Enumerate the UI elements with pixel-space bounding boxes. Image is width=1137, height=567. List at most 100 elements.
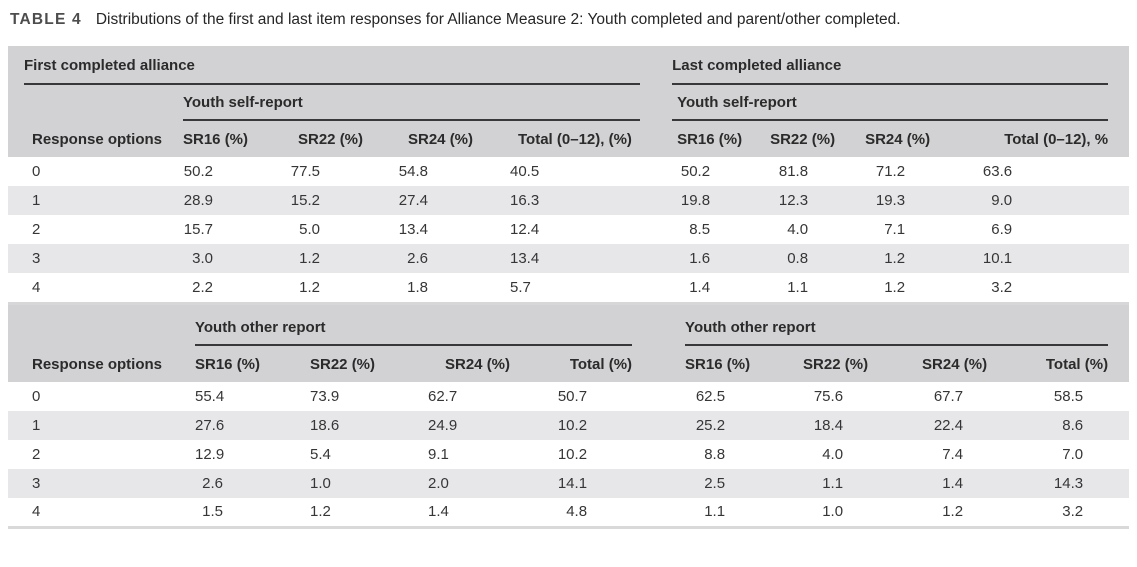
column-header-total-right: Total (0–12), %: [948, 121, 1130, 157]
cell: 18.6: [310, 417, 340, 434]
cell: 1.8: [407, 279, 428, 296]
column-header-sr16-left: SR16 (%): [183, 121, 288, 157]
subgroup-youth-self-report-left: Youth self-report: [183, 85, 641, 121]
cell: 12.4: [510, 221, 540, 238]
first-last-alliance-table: First completed alliance Last completed …: [8, 46, 1130, 302]
cell: 40.5: [510, 163, 540, 180]
column-header-sr22-left: SR22 (%): [310, 346, 428, 382]
cell: 75.6: [813, 388, 844, 405]
subgroup-youth-other-report-left: Youth other report: [195, 305, 633, 346]
cell: 4.0: [787, 221, 809, 238]
cell: 6.9: [991, 221, 1013, 238]
table-row: 4 2.2 1.2 1.8 5.7 1.4 1.1 1.2 3.2: [8, 273, 1129, 302]
cell: 18.4: [813, 417, 844, 434]
cell: 25.2: [695, 417, 726, 434]
cell: 50.2: [680, 163, 711, 180]
cell: 13.4: [398, 221, 428, 238]
cell: 14.3: [1053, 475, 1084, 492]
cell: 1.2: [884, 279, 906, 296]
cell: 58.5: [1053, 388, 1084, 405]
table-row: 1 27.6 18.6 24.9 10.2 25.2 18.4 22.4 8.6: [8, 411, 1130, 440]
cell: 9.1: [428, 446, 449, 463]
cell: 15.7: [183, 221, 213, 238]
column-header-total-left: Total (%): [546, 346, 647, 382]
row-label: 1: [32, 417, 41, 434]
row-label: 3: [32, 475, 41, 492]
column-header-sr16-right: SR16 (%): [652, 121, 753, 157]
table-row: 0 55.4 73.9 62.7 50.7 62.5 75.6 67.7 58.…: [8, 382, 1129, 411]
cell: 1.1: [787, 279, 809, 296]
cell: 0.8: [787, 250, 809, 267]
column-header-row: Response options SR16 (%) SR22 (%) SR24 …: [8, 121, 1130, 157]
column-header-response-options: Response options: [8, 121, 183, 157]
column-header-sr22-right: SR22 (%): [752, 121, 851, 157]
youth-other-report-table: Youth other report Youth other report Re…: [8, 302, 1130, 529]
cell: 3.0: [192, 250, 213, 267]
cell: 28.9: [183, 192, 213, 209]
cell: 1.2: [299, 250, 320, 267]
subgroup-header-row: Youth self-report Youth self-report: [8, 85, 1130, 121]
subgroup-youth-other-report-right: Youth other report: [685, 305, 1109, 346]
cell: 1.1: [822, 475, 844, 492]
cell: 1.4: [942, 475, 964, 492]
row-label: 4: [32, 279, 41, 296]
cell: 1.2: [900, 498, 1016, 529]
table-row: 2 12.9 5.4 9.1 10.2 8.8 4.0 7.4 7.0: [8, 440, 1129, 469]
column-header-sr24-right: SR24 (%): [900, 346, 1016, 382]
table-row: 0 50.2 77.5 54.8 40.5 50.2 81.8 71.2 63.…: [8, 157, 1129, 186]
cell: 1.6: [689, 250, 711, 267]
table-row: 2 15.7 5.0 13.4 12.4 8.5 4.0 7.1 6.9: [8, 215, 1129, 244]
cell: 16.3: [510, 192, 540, 209]
cell: 77.5: [290, 163, 320, 180]
table-row: 3 3.0 1.2 2.6 13.4 1.6 0.8 1.2 10.1: [8, 244, 1130, 273]
cell: 55.4: [195, 388, 225, 405]
cell: 22.4: [933, 417, 964, 434]
cell: 1.5: [195, 498, 310, 529]
cell: 2.6: [407, 250, 428, 267]
group-header-last-completed: Last completed alliance: [672, 46, 1109, 85]
cell: 3.2: [1015, 498, 1130, 529]
cell: 62.7: [428, 388, 458, 405]
cell: 3.2: [991, 279, 1013, 296]
table-number: TABLE 4: [10, 11, 82, 28]
cell: 73.9: [310, 388, 340, 405]
cell: 5.0: [299, 221, 320, 238]
cell: 5.4: [310, 446, 331, 463]
column-header-sr16-left: SR16 (%): [195, 346, 310, 382]
table-row: 3 2.6 1.0 2.0 14.1 2.5 1.1 1.4 14.3: [8, 469, 1130, 498]
cell: 19.3: [875, 192, 906, 209]
column-header-response-options: Response options: [8, 346, 195, 382]
column-header-sr22-left: SR22 (%): [288, 121, 398, 157]
cell: 67.7: [933, 388, 964, 405]
cell: 24.9: [428, 417, 458, 434]
row-label: 0: [32, 163, 41, 180]
cell: 7.4: [942, 446, 964, 463]
cell: 9.0: [991, 192, 1013, 209]
column-header-total-right: Total (%): [1015, 346, 1130, 382]
cell: 1.1: [646, 498, 781, 529]
group-header-row: First completed alliance Last completed …: [8, 46, 1130, 85]
cell: 81.8: [778, 163, 809, 180]
table-row: 4 1.5 1.2 1.4 4.8 1.1 1.0 1.2 3.2: [8, 498, 1130, 529]
cell: 4.8: [546, 498, 647, 529]
cell: 2.0: [428, 475, 449, 492]
cell: 2.5: [704, 475, 726, 492]
cell: 14.1: [557, 475, 588, 492]
column-header-sr22-right: SR22 (%): [780, 346, 901, 382]
cell: 13.4: [510, 250, 540, 267]
row-label: 2: [32, 221, 41, 238]
cell: 10.2: [557, 446, 588, 463]
cell: 4.0: [822, 446, 844, 463]
cell: 10.1: [982, 250, 1013, 267]
cell: 19.8: [680, 192, 711, 209]
cell: 8.5: [689, 221, 711, 238]
row-label: 0: [32, 388, 41, 405]
cell: 1.2: [299, 279, 320, 296]
subgroup-youth-self-report-right: Youth self-report: [672, 85, 1109, 121]
cell: 10.2: [557, 417, 588, 434]
cell: 1.0: [310, 475, 331, 492]
spacer-cell: [8, 303, 195, 346]
subgroup-header-row: Youth other report Youth other report: [8, 303, 1130, 346]
cell: 50.2: [183, 163, 213, 180]
